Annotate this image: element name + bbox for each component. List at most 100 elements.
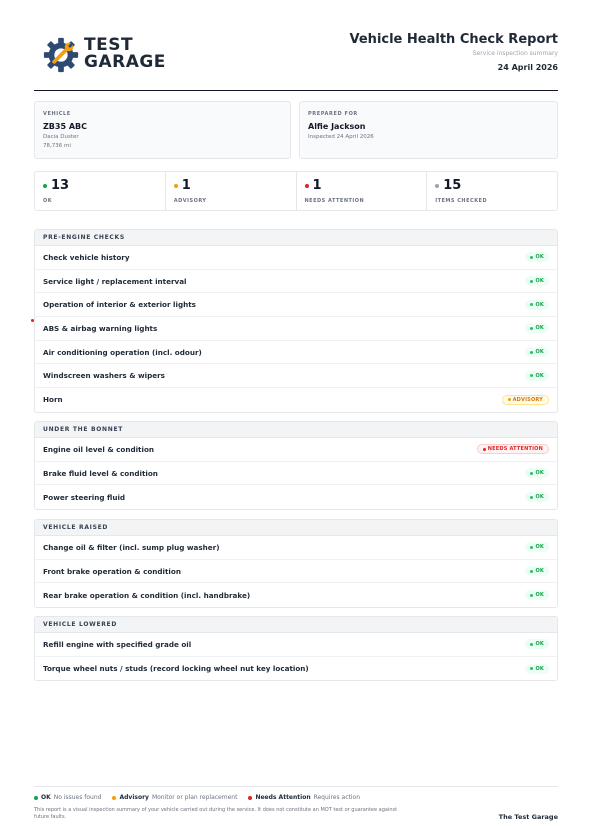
legend-title: OK — [41, 794, 51, 801]
legend-item: Needs Attention Requires action — [248, 794, 360, 801]
status-dot-icon — [507, 398, 511, 402]
gear-wrench-icon — [43, 37, 79, 73]
check-row: Brake fluid level & condition OK — [35, 462, 557, 486]
status-dot-icon — [530, 667, 534, 671]
status-dot-icon — [530, 350, 534, 354]
status-badge: OK — [525, 590, 549, 601]
status-dot-icon — [530, 255, 534, 259]
status-dot-icon — [530, 593, 534, 597]
check-row: Refill engine with specified grade oil OK — [35, 633, 557, 657]
status-badge-text: OK — [535, 301, 544, 308]
section-title: UNDER THE BONNET — [35, 422, 557, 438]
status-badge-text: OK — [535, 544, 544, 551]
status-badge: ADVISORY — [501, 394, 549, 405]
stat-needs-attention: 1 NEEDS ATTENTION — [297, 172, 428, 210]
status-badge-text: OK — [535, 665, 544, 672]
status-badge-text: OK — [535, 278, 544, 285]
legend-item: Advisory Monitor or plan replacement — [112, 794, 237, 801]
stat-label: ITEMS CHECKED — [435, 198, 488, 204]
stat-value: 1 — [173, 178, 288, 193]
legend-description: No issues found — [53, 794, 102, 801]
check-row: Engine oil level & condition NEEDS ATTENT… — [35, 438, 557, 462]
status-badge-text: OK — [535, 254, 544, 261]
report-date: 24 April 2026 — [497, 63, 558, 72]
status-dot-icon — [530, 326, 534, 330]
status-dot-icon — [530, 569, 534, 573]
status-badge-text: OK — [535, 349, 544, 356]
vehicle-registration: ZB35 ABC — [43, 122, 87, 131]
legend-dot-icon — [248, 795, 253, 800]
status-badge: OK — [525, 468, 549, 479]
check-row: Power steering fluid OK — [35, 485, 557, 509]
inspection-date: Inspected 24 April 2026 — [308, 134, 374, 140]
stat-number: 13 — [51, 178, 70, 193]
legend-description: Requires action — [313, 794, 360, 801]
check-item-label: Check vehicle history — [43, 252, 130, 262]
status-dot-icon — [482, 447, 486, 451]
vehicle-mileage: 78,736 mi — [43, 143, 71, 149]
check-item-label: Torque wheel nuts / studs (record lockin… — [43, 664, 309, 674]
legend-item: OK No issues found — [34, 794, 101, 801]
status-dot-icon — [173, 184, 178, 188]
logo-line-1: TEST — [84, 35, 134, 55]
check-item-label: Service light / replacement interval — [43, 276, 187, 286]
check-item-label: Air conditioning operation (incl. odour) — [43, 347, 202, 357]
check-row: Air conditioning operation (incl. odour)… — [35, 341, 557, 365]
status-badge-text: OK — [535, 641, 544, 648]
check-item-label: Change oil & filter (incl. sump plug was… — [43, 542, 220, 552]
header-divider — [34, 90, 558, 91]
status-badge: OK — [525, 542, 549, 553]
check-row: Service light / replacement interval OK — [35, 270, 557, 294]
check-item-label: Operation of interior & exterior lights — [43, 300, 196, 310]
status-dot-icon — [435, 184, 440, 188]
section-vehicle-lowered: VEHICLE LOWERED Refill engine with specif… — [34, 616, 558, 682]
stat-items-checked: 15 ITEMS CHECKED — [427, 172, 557, 210]
status-dot-icon — [530, 495, 534, 499]
status-dot-icon — [530, 303, 534, 307]
vehicle-model: Dacia Duster — [43, 134, 79, 140]
check-item-label: Rear brake operation & condition (incl. … — [43, 590, 251, 600]
check-item-label: Horn — [43, 395, 63, 405]
check-row: Horn ADVISORY — [35, 388, 557, 412]
stat-number: 1 — [181, 178, 191, 193]
status-badge-text: OK — [535, 325, 544, 332]
vehicle-card-label: VEHICLE — [43, 111, 71, 117]
status-badge: NEEDS ATTENTION — [476, 444, 549, 455]
status-dot-icon — [530, 642, 534, 646]
report-title: Vehicle Health Check Report — [349, 32, 558, 47]
red-marker-dot — [31, 319, 34, 322]
check-item-label: Front brake operation & condition — [43, 566, 181, 576]
check-item-label: ABS & airbag warning lights — [43, 323, 158, 333]
status-badge-text: ADVISORY — [512, 396, 543, 403]
stat-number: 1 — [312, 178, 322, 193]
status-badge: OK — [525, 663, 549, 674]
stat-number: 15 — [443, 178, 462, 193]
status-badge: OK — [525, 323, 549, 334]
check-item-label: Refill engine with specified grade oil — [43, 639, 192, 649]
report-page: TEST GARAGE Vehicle Health Check Report … — [31, 0, 558, 826]
check-row: Torque wheel nuts / studs (record lockin… — [35, 657, 557, 681]
logo-line-2: GARAGE — [84, 52, 166, 72]
status-badge: OK — [525, 370, 549, 381]
stat-advisory: 1 ADVISORY — [166, 172, 297, 210]
customer-name: Alfie Jackson — [308, 122, 366, 131]
stat-label: OK — [43, 198, 53, 204]
status-badge-text: NEEDS ATTENTION — [487, 446, 543, 453]
legend-dot-icon — [34, 795, 38, 800]
section-title: VEHICLE LOWERED — [35, 617, 557, 633]
stat-label: ADVISORY — [173, 198, 207, 204]
check-row: Check vehicle history OK — [35, 246, 557, 270]
check-row: ABS & airbag warning lights OK — [35, 317, 557, 341]
check-row: Rear brake operation & condition (incl. … — [35, 583, 557, 607]
logo-text: TEST GARAGE — [84, 37, 166, 71]
status-dot-icon — [304, 184, 309, 188]
status-badge: OK — [525, 252, 549, 263]
legend-title: Advisory — [119, 794, 149, 801]
section-pre-engine-checks: PRE-ENGINE CHECKS Check vehicle history OK… — [34, 229, 558, 413]
stat-label: NEEDS ATTENTION — [304, 198, 365, 204]
status-legend: OK No issues found Advisory Monitor or plan… — [34, 794, 371, 801]
status-badge-text: OK — [535, 592, 544, 599]
garage-logo: TEST GARAGE — [42, 36, 182, 76]
status-badge: OK — [525, 492, 549, 503]
legend-title: Needs Attention — [255, 794, 311, 801]
